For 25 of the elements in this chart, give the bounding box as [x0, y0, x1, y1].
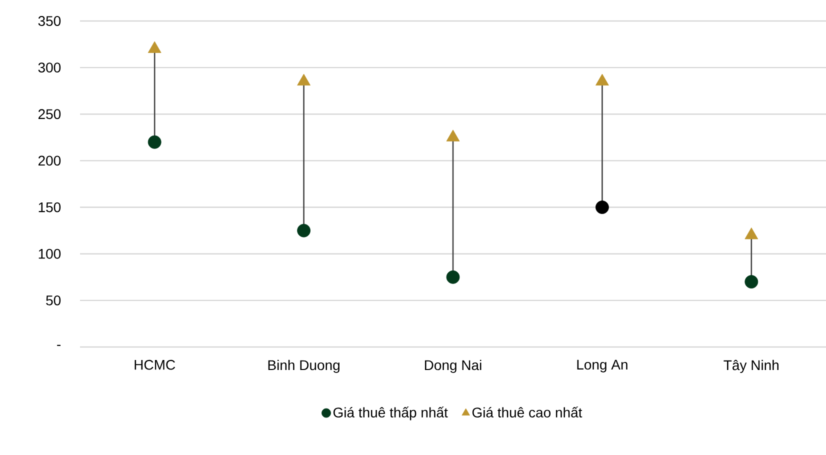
point — [148, 41, 162, 53]
point — [596, 74, 609, 86]
y-tick-label: 350 — [38, 16, 61, 26]
x-tick-label: Binh Duong — [268, 360, 340, 373]
x-tick-label: Long An — [577, 360, 628, 372]
x-tick-label: Tây Ninh — [724, 360, 778, 373]
point — [148, 135, 162, 149]
point — [297, 74, 310, 86]
y-tick-label: 100 — [38, 248, 61, 259]
x-tick-label: HCMC — [134, 360, 176, 370]
point — [744, 228, 758, 240]
legend-label: Giá thuê cao nhất — [472, 406, 582, 418]
y-tick-label: 300 — [38, 62, 61, 73]
y-tick-label: 150 — [38, 202, 61, 212]
legend-label: Giá thuê thấp nhất — [333, 406, 448, 420]
point — [297, 224, 310, 238]
y-tick-label: - — [57, 344, 61, 346]
y-tick-label: 50 — [46, 295, 61, 306]
x-tick-label: Dong Nai — [424, 360, 482, 373]
point — [446, 270, 460, 284]
y-tick-label: 250 — [38, 109, 61, 120]
point — [596, 200, 609, 214]
point — [744, 275, 758, 288]
point — [446, 130, 460, 142]
y-tick-label: 200 — [38, 156, 61, 166]
